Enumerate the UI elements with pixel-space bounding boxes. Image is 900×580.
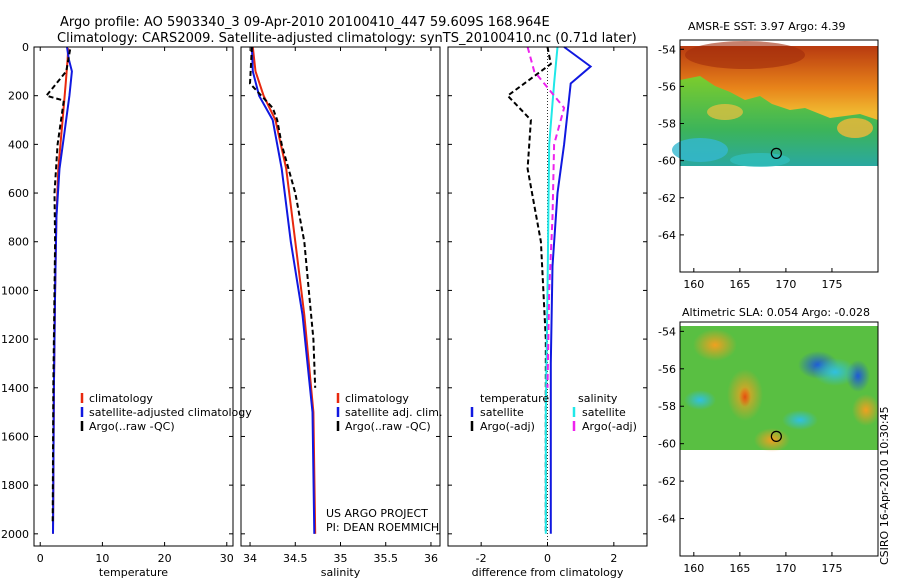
sla-xtick-label: 165	[729, 562, 750, 575]
sla-title: Altimetric SLA: 0.054 Argo: -0.028	[682, 306, 870, 319]
sla-map-panel: Altimetric SLA: 0.054 Argo: -0.028 160 16…	[658, 306, 880, 575]
salinity-xtick-label: 34.5	[283, 552, 308, 565]
temperature-panel: 0 10 20 30 0 200 400 600 800 1000 1200 1400 1600 1800…	[1, 41, 252, 579]
temperature-ytick-label: 200	[8, 90, 29, 103]
timestamp-stamp: CSIRO 16-Apr-2010 10:30:45	[878, 406, 891, 565]
salinity-xtick-label: 34	[243, 552, 257, 565]
salinity-panel: 34 34.5 35 35.5 36 salinity climatologysatelli…	[240, 46, 442, 579]
temperature-ytick-label: 800	[8, 236, 29, 249]
temperature-ytick-label: 400	[8, 138, 29, 151]
sst-ytick-label: -64	[658, 229, 676, 242]
salinity-legend-label: satellite adj. clim.	[345, 406, 442, 419]
temperature-legend-label: satellite-adjusted climatology	[89, 406, 252, 419]
temperature-series-1	[52, 46, 73, 534]
difference-series-1	[506, 46, 552, 534]
temperature-ytick-label: 1600	[1, 430, 29, 443]
temperature-frame	[33, 46, 234, 547]
sst-ytick-label: -60	[658, 155, 676, 168]
temperature-ytick-label: 2000	[1, 528, 29, 541]
temperature-ytick-label: 1200	[1, 333, 29, 346]
sst-xtick-label: 165	[729, 278, 750, 291]
salinity-legend-label: climatology	[345, 392, 409, 405]
sst-ytick-label: -54	[658, 43, 676, 56]
salinity-xtick-label: 35.5	[373, 552, 398, 565]
temperature-xlabel: temperature	[99, 566, 168, 579]
sst-xtick-label: 160	[683, 278, 704, 291]
header-line1: Argo profile: AO 5903340_3 09-Apr-2010 2…	[60, 15, 550, 30]
sst-float-marker	[770, 147, 782, 159]
difference-legend-header: temperature	[480, 392, 549, 405]
difference-series-2	[544, 46, 559, 534]
salinity-frame	[240, 46, 441, 547]
temperature-legend-label: climatology	[89, 392, 153, 405]
temperature-legend-label: Argo(..raw -QC)	[89, 420, 175, 433]
sst-title: AMSR-E SST: 3.97 Argo: 4.39	[688, 20, 846, 33]
temperature-ytick-label: 1000	[1, 284, 29, 297]
sla-frame	[679, 321, 879, 557]
difference-xlabel: difference from climatology	[472, 566, 624, 579]
difference-legend-label: Argo(-adj)	[480, 420, 535, 433]
difference-series-3	[526, 46, 566, 388]
sla-ytick-label: -64	[658, 513, 676, 526]
sst-heatmap	[672, 41, 878, 167]
difference-legend-label: satellite	[582, 406, 626, 419]
sla-ytick-label: -60	[658, 438, 676, 451]
sla-ytick-label: -62	[658, 475, 676, 488]
sst-xtick-label: 175	[821, 278, 842, 291]
temperature-series-2	[44, 49, 72, 522]
temperature-xtick-label: 20	[158, 552, 172, 565]
sst-map-panel: AMSR-E SST: 3.97 Argo: 4.39 160 165 170 175…	[658, 20, 879, 291]
sla-xtick-label: 170	[775, 562, 796, 575]
difference-legend-label: Argo(-adj)	[582, 420, 637, 433]
difference-series-0	[549, 46, 593, 534]
temperature-xtick-label: 0	[37, 552, 44, 565]
sla-xtick-label: 160	[683, 562, 704, 575]
sst-frame	[679, 39, 879, 273]
sst-ytick-label: -56	[658, 80, 676, 93]
difference-xtick-label: 2	[610, 552, 617, 565]
salinity-series-0	[251, 46, 317, 534]
header-line2: Climatology: CARS2009. Satellite-adjuste…	[57, 31, 637, 46]
difference-legend-header: salinity	[578, 392, 618, 405]
difference-xtick-label: -2	[476, 552, 487, 565]
footer-pi: PI: DEAN ROEMMICH	[326, 521, 439, 534]
salinity-xlabel: salinity	[321, 566, 361, 579]
difference-legend-label: satellite	[480, 406, 524, 419]
sla-ytick-label: -56	[658, 363, 676, 376]
footer-project: US ARGO PROJECT	[326, 507, 428, 520]
sla-xtick-label: 175	[821, 562, 842, 575]
temperature-ytick-label: 600	[8, 187, 29, 200]
temperature-ytick-label: 1800	[1, 479, 29, 492]
salinity-xtick-label: 35	[334, 552, 348, 565]
sst-ytick-label: -62	[658, 192, 676, 205]
salinity-legend-label: Argo(..raw -QC)	[345, 420, 431, 433]
sst-ytick-label: -58	[658, 118, 676, 131]
temperature-xtick-label: 30	[220, 552, 234, 565]
salinity-xtick-label: 36	[424, 552, 438, 565]
sla-ytick-label: -54	[658, 325, 676, 338]
temperature-ytick-label: 0	[22, 41, 29, 54]
difference-xtick-label: 0	[544, 552, 551, 565]
salinity-series-2	[248, 46, 317, 388]
salinity-series-1	[250, 46, 316, 534]
temperature-xtick-label: 10	[95, 552, 109, 565]
sla-ytick-label: -58	[658, 400, 676, 413]
temperature-ytick-label: 1400	[1, 382, 29, 395]
sst-xtick-label: 170	[775, 278, 796, 291]
sla-float-marker	[770, 430, 782, 442]
